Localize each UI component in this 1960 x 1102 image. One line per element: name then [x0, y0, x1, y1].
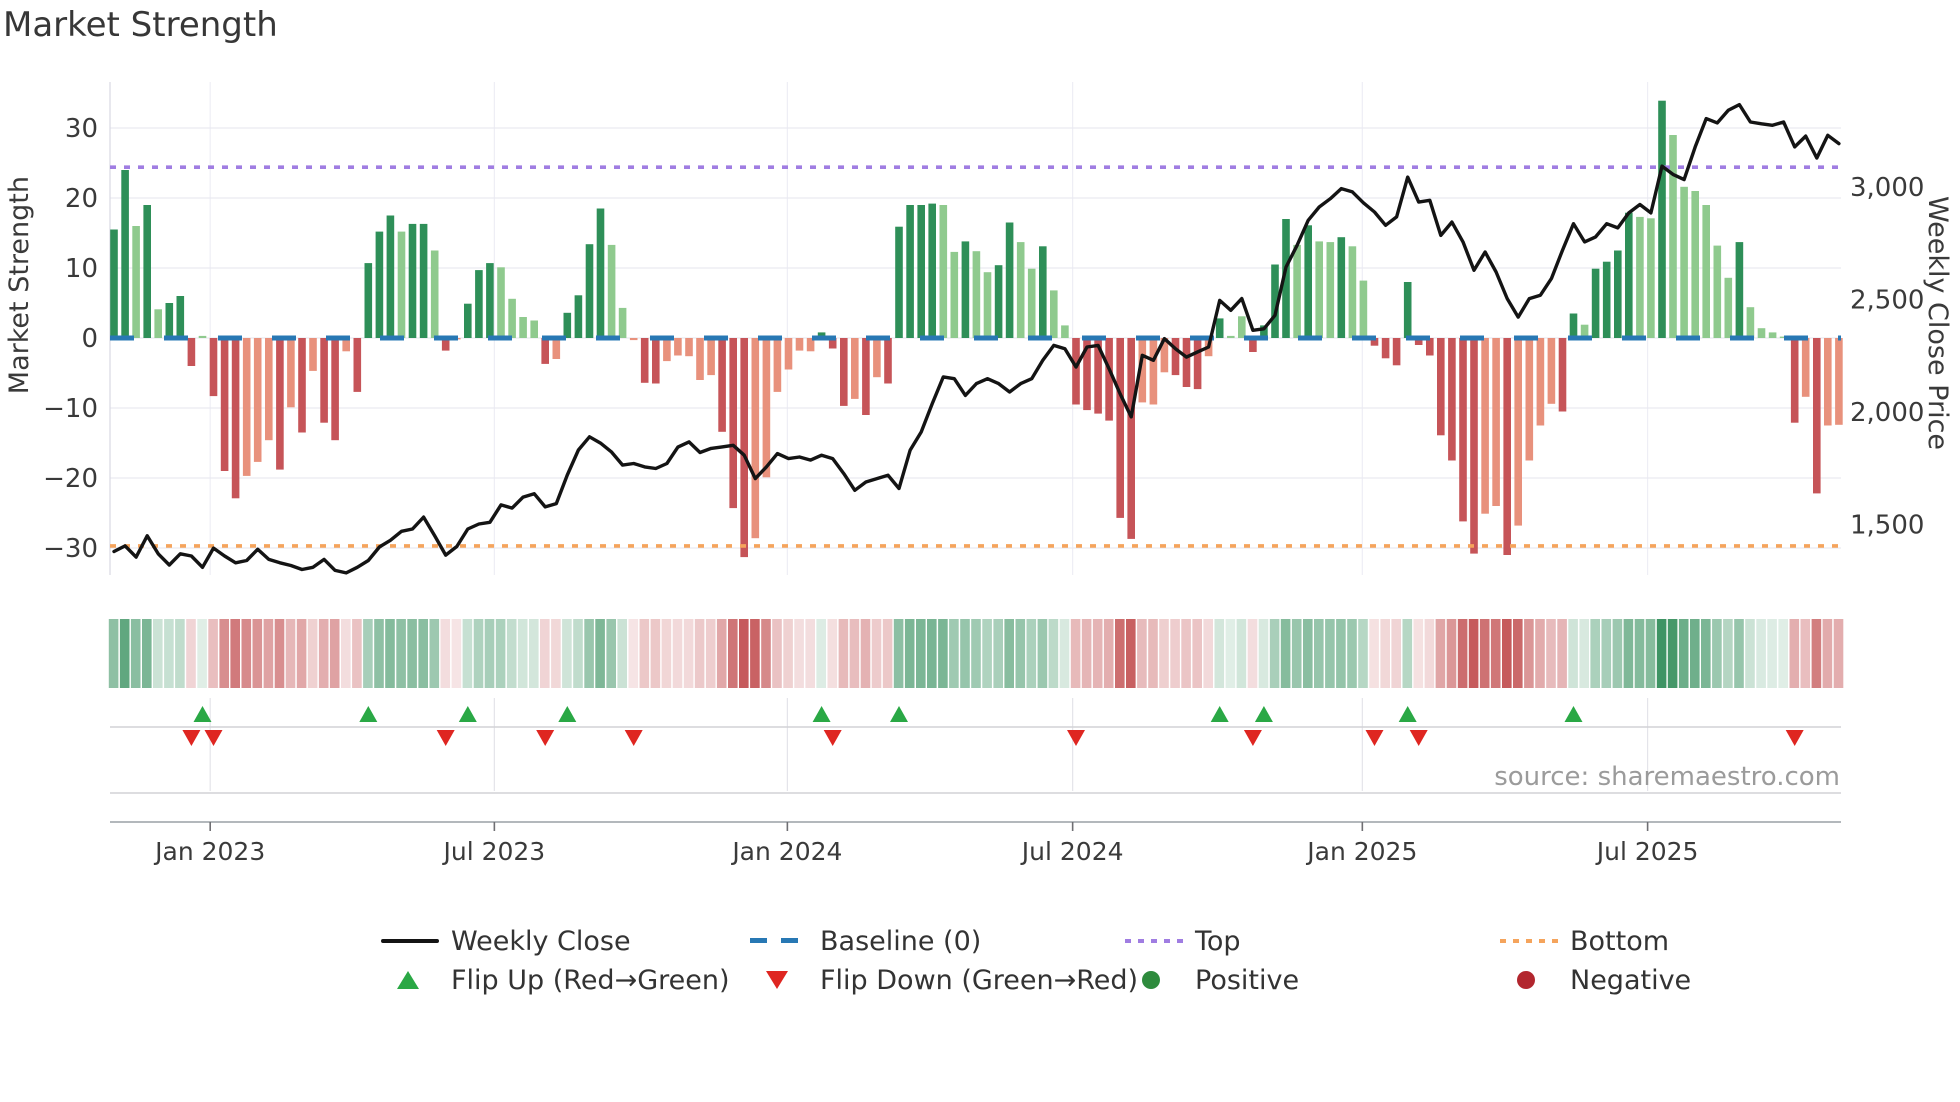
- flip-down-triangle-icon: [750, 963, 808, 997]
- legend-item-bottom: Bottom: [1500, 924, 1669, 958]
- page-title: Market Strength: [3, 5, 278, 45]
- svg-text:−30: −30: [43, 534, 98, 564]
- weekly-close-line: [112, 102, 1841, 575]
- svg-text:3,000: 3,000: [1850, 173, 1924, 203]
- svg-text:30: 30: [65, 114, 98, 144]
- left-axis-title: Market Strength: [4, 176, 35, 395]
- svg-text:Jan 2025: Jan 2025: [1305, 837, 1417, 866]
- right-axis-title: Weekly Close Price: [1922, 196, 1953, 451]
- svg-text:0: 0: [81, 324, 98, 354]
- legend-label: Negative: [1570, 964, 1692, 996]
- legend-item-positive: Positive: [1125, 963, 1299, 997]
- legend-label: Baseline (0): [820, 925, 982, 957]
- svg-text:Jan 2024: Jan 2024: [730, 837, 842, 866]
- bottom-dotted-swatch: [1500, 924, 1558, 958]
- left-axis-ticks: 30 20 10 0 −10 −20 −30: [43, 114, 98, 564]
- legend-label: Positive: [1195, 964, 1300, 996]
- legend-item-flip-up: Flip Up (Red→Green): [381, 963, 730, 997]
- right-axis-ticks: 3,000 2,500 2,000 1,500: [1850, 173, 1924, 541]
- legend-label: Bottom: [1570, 925, 1670, 957]
- svg-text:10: 10: [65, 254, 98, 284]
- baseline-dash-swatch: [750, 924, 808, 958]
- legend-item-flip-down: Flip Down (Green→Red): [750, 963, 1138, 997]
- strength-heatmap-strip: [108, 619, 1844, 688]
- svg-text:20: 20: [65, 184, 98, 214]
- source-note: source: sharemaestro.com: [1494, 762, 1840, 792]
- flip-down-markers: [182, 730, 1804, 746]
- strength-bars: [110, 100, 1843, 558]
- svg-text:Jul 2023: Jul 2023: [441, 837, 545, 866]
- legend-label: Weekly Close: [451, 925, 631, 957]
- gridlines: [109, 82, 1841, 791]
- legend-item-negative: Negative: [1500, 963, 1691, 997]
- flip-up-markers: [193, 706, 1583, 722]
- svg-text:−20: −20: [43, 464, 98, 494]
- svg-text:−10: −10: [43, 394, 98, 424]
- svg-text:2,000: 2,000: [1850, 398, 1924, 428]
- svg-text:Jan 2023: Jan 2023: [153, 837, 265, 866]
- x-axis-labels: Jan 2023 Jul 2023 Jan 2024 Jul 2024 Jan 2025…: [153, 822, 1698, 866]
- positive-dot-icon: [1125, 963, 1183, 997]
- flip-up-triangle-icon: [381, 963, 439, 997]
- legend-label: Flip Up (Red→Green): [451, 964, 730, 996]
- legend-label: Top: [1195, 925, 1241, 957]
- svg-text:Jul 2025: Jul 2025: [1595, 837, 1699, 866]
- legend-item-top: Top: [1125, 924, 1241, 958]
- weekly-close-line-swatch: [381, 924, 439, 958]
- svg-text:1,500: 1,500: [1850, 511, 1924, 541]
- top-dotted-swatch: [1125, 924, 1183, 958]
- svg-text:2,500: 2,500: [1850, 286, 1924, 316]
- legend-item-weekly-close: Weekly Close: [381, 924, 631, 958]
- negative-dot-icon: [1500, 963, 1558, 997]
- svg-text:Jul 2024: Jul 2024: [1020, 837, 1124, 866]
- legend-item-baseline: Baseline (0): [750, 924, 981, 958]
- legend-label: Flip Down (Green→Red): [820, 964, 1139, 996]
